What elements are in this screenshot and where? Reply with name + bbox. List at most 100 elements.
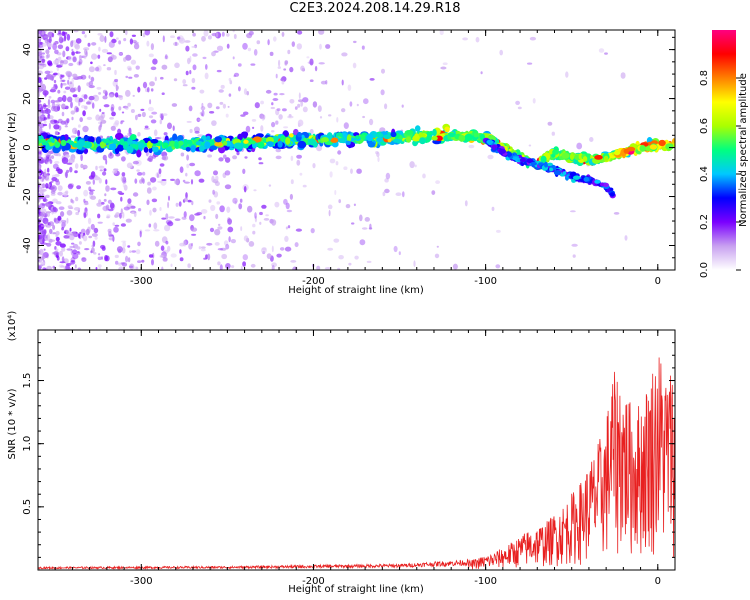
ridge-blob <box>169 140 176 147</box>
ridge-blob <box>338 138 345 143</box>
noise-blob <box>289 99 295 104</box>
noise-blob <box>67 205 73 209</box>
noise-blob <box>120 208 123 215</box>
ridge-blob <box>414 133 419 139</box>
noise-blob <box>50 180 54 183</box>
noise-blob <box>38 62 45 70</box>
ridge-blob <box>218 145 226 154</box>
colorbar-tick-label: 0.2 <box>699 214 710 230</box>
noise-blob <box>129 250 132 254</box>
noise-blob <box>118 106 122 111</box>
noise-blob <box>170 178 175 181</box>
noise-blob <box>337 267 341 270</box>
noise-blob <box>106 214 111 218</box>
noise-blob <box>38 250 41 255</box>
noise-blob <box>196 117 201 123</box>
ridge-blob <box>152 146 159 153</box>
noise-blob <box>48 181 53 188</box>
noise-blob <box>281 80 285 85</box>
noise-blob <box>70 260 76 265</box>
ridge-blob <box>112 138 118 145</box>
noise-blob <box>128 127 132 135</box>
noise-blob <box>71 116 74 121</box>
noise-blob <box>318 62 325 65</box>
noise-blob <box>127 132 131 136</box>
noise-blob <box>72 73 78 78</box>
noise-blob <box>45 183 49 189</box>
branch-blob <box>599 182 605 187</box>
noise-blob <box>338 255 344 260</box>
noise-blob <box>329 158 336 164</box>
noise-blob <box>199 89 205 94</box>
noise-blob <box>260 100 264 105</box>
noise-blob <box>77 251 81 255</box>
noise-blob <box>217 248 224 251</box>
noise-blob <box>103 64 106 67</box>
noise-blob <box>228 93 232 97</box>
ridge-blob <box>375 132 384 138</box>
noise-blob <box>59 261 66 264</box>
noise-blob <box>77 129 81 137</box>
snr-x-label: Height of straight line (km) <box>288 584 424 595</box>
noise-blob <box>183 211 187 218</box>
noise-blob <box>495 264 501 269</box>
noise-blob <box>233 72 240 77</box>
noise-blob <box>247 205 253 213</box>
noise-blob <box>125 106 129 110</box>
noise-blob <box>148 53 154 58</box>
noise-blob <box>148 115 154 119</box>
noise-blob <box>78 97 84 103</box>
ridge-blob <box>405 136 412 143</box>
noise-blob <box>93 227 99 234</box>
noise-blob <box>132 94 135 97</box>
branch-blob <box>512 157 520 161</box>
noise-blob <box>127 67 132 71</box>
noise-blob <box>236 151 240 156</box>
noise-blob <box>94 236 98 240</box>
branch-blob <box>506 151 513 157</box>
noise-blob <box>64 125 68 128</box>
noise-blob <box>40 224 46 227</box>
noise-blob <box>91 42 97 46</box>
noise-blob <box>102 89 108 94</box>
noise-blob <box>328 114 332 117</box>
ridge-blob <box>285 137 291 145</box>
noise-blob <box>171 103 178 107</box>
noise-blob <box>38 99 42 104</box>
noise-blob <box>77 85 81 93</box>
noise-blob <box>189 162 196 167</box>
noise-blob <box>216 201 221 205</box>
noise-blob <box>194 213 201 216</box>
noise-blob <box>180 152 185 157</box>
noise-blob <box>110 106 115 112</box>
noise-blob <box>57 44 64 50</box>
noise-blob <box>38 115 45 122</box>
noise-blob <box>66 118 70 124</box>
noise-blob <box>67 96 73 103</box>
noise-blob <box>108 41 115 48</box>
noise-blob <box>296 154 302 159</box>
noise-blob <box>142 32 146 38</box>
noise-blob <box>317 105 322 112</box>
noise-blob <box>106 67 112 71</box>
noise-blob <box>65 171 68 179</box>
noise-blob <box>302 106 308 113</box>
noise-blob <box>76 185 81 190</box>
x-tick-label: -100 <box>474 576 497 587</box>
ridge-blob <box>249 140 256 145</box>
colorbar: 0.0 0.2 0.4 0.6 0.8 Normalized spectral ampl… <box>699 30 749 278</box>
noise-blob <box>151 198 158 203</box>
noise-blob <box>133 43 140 50</box>
noise-blob <box>215 106 220 110</box>
ridge-blob <box>146 140 153 149</box>
noise-blob <box>52 232 57 235</box>
ridge-blob <box>84 141 92 149</box>
ridge-blob <box>383 134 392 140</box>
noise-blob <box>234 200 237 205</box>
branch-blob <box>562 171 567 175</box>
noise-blob <box>164 224 171 232</box>
noise-blob <box>434 253 440 259</box>
noise-blob <box>47 113 51 119</box>
noise-blob <box>65 46 70 52</box>
colorbar-tick-label: 0.8 <box>699 70 710 86</box>
